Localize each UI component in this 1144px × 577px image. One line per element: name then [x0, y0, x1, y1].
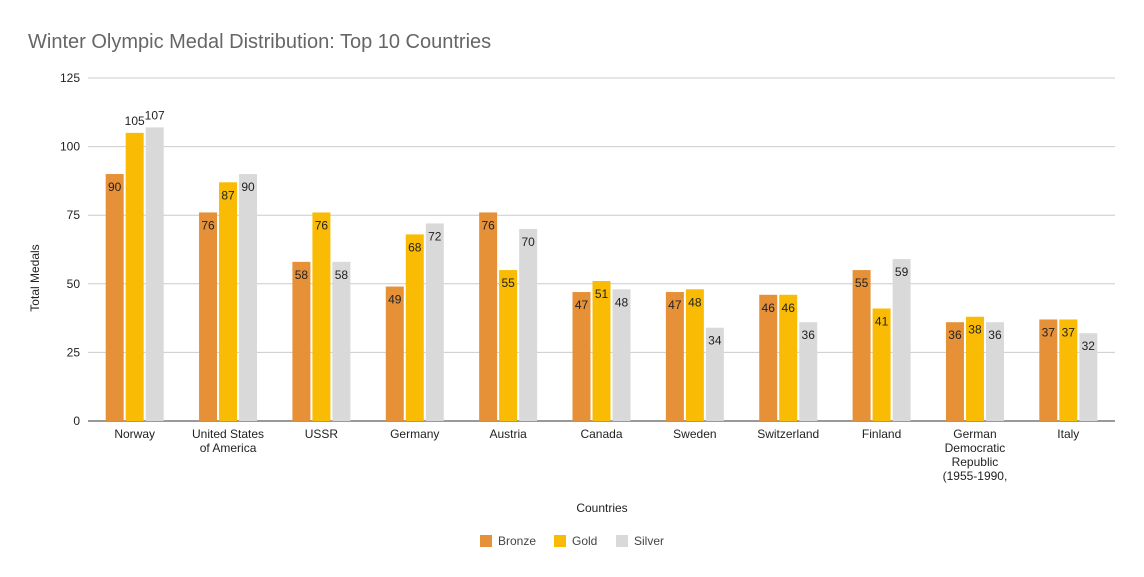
bar-silver	[519, 228, 538, 421]
data-label: 55	[855, 276, 869, 290]
bar-bronze	[199, 212, 218, 421]
data-label: 59	[895, 265, 909, 279]
data-label: 49	[388, 293, 402, 307]
x-tick-label: Canada	[580, 427, 622, 441]
bar-silver	[1079, 333, 1098, 421]
y-tick-label: 125	[60, 71, 80, 85]
data-label: 36	[802, 328, 816, 342]
x-tick-label: United States of America	[192, 427, 264, 455]
data-label: 37	[1042, 325, 1056, 339]
data-label: 90	[241, 180, 255, 194]
bar-gold	[685, 289, 704, 421]
bar-bronze	[1039, 319, 1058, 421]
data-labels: 90 105 107 76 87 90 58 76 58 49 68 72 76 55 70 47 51 48 47…	[108, 108, 1095, 353]
data-label: 90	[108, 180, 122, 194]
bar-gold	[592, 281, 611, 421]
legend-swatch	[554, 535, 566, 547]
data-label: 58	[335, 268, 349, 282]
data-label: 55	[501, 276, 515, 290]
bar-gold	[499, 270, 518, 421]
x-tick-label: Austria	[489, 427, 527, 441]
bar-silver	[705, 327, 724, 421]
data-label: 46	[762, 301, 776, 315]
bar-silver	[332, 261, 351, 421]
legend-label: Gold	[572, 534, 597, 548]
data-label: 32	[1082, 339, 1096, 353]
data-label: 37	[1062, 325, 1076, 339]
data-label: 76	[481, 218, 495, 232]
bar-gold	[125, 132, 144, 421]
legend-label: Silver	[634, 534, 664, 548]
data-label: 76	[315, 218, 329, 232]
bar-gold	[219, 182, 238, 421]
x-tick-label: Germany	[390, 427, 439, 441]
data-label: 72	[428, 229, 442, 243]
data-label: 34	[708, 334, 722, 348]
data-label: 87	[221, 188, 235, 202]
y-tick-label: 50	[67, 277, 81, 291]
data-label: 47	[668, 298, 682, 312]
y-tick-label: 75	[67, 208, 81, 222]
bar-silver	[145, 127, 164, 421]
data-label: 48	[688, 295, 702, 309]
data-label: 48	[615, 295, 629, 309]
x-tick-label: Italy	[1057, 427, 1079, 441]
bar-gold	[872, 308, 891, 421]
bar-gold	[779, 294, 798, 421]
data-label: 58	[295, 268, 309, 282]
bar-bronze	[292, 261, 311, 421]
data-label: 76	[201, 218, 215, 232]
x-tick-label: German Democratic Republic (1955-1990,	[943, 427, 1008, 483]
bar-gold	[965, 316, 984, 421]
data-label: 46	[782, 301, 796, 315]
data-label: 105	[125, 114, 145, 128]
y-axis-title: Total Medals	[28, 244, 42, 311]
data-label: 47	[575, 298, 589, 312]
y-tick-label: 100	[60, 140, 80, 154]
y-axis-ticks: 0 25 50 75 100 125	[60, 71, 80, 428]
bar-silver	[612, 289, 631, 421]
x-tick-label: Switzerland	[757, 427, 819, 441]
bar-silver	[985, 322, 1004, 421]
x-tick-label: USSR	[305, 427, 339, 441]
bar-gold	[405, 234, 424, 421]
data-label: 70	[521, 235, 535, 249]
y-tick-label: 25	[67, 345, 81, 359]
bar-bronze	[479, 212, 498, 421]
data-label: 51	[595, 287, 609, 301]
x-axis-ticks: Norway United States of America USSR Germany…	[114, 427, 1079, 483]
bar-gold	[312, 212, 331, 421]
bar-bronze	[665, 292, 684, 421]
chart-title: Winter Olympic Medal Distribution: Top 1…	[28, 31, 491, 53]
data-label: 38	[968, 323, 982, 337]
legend-swatch	[616, 535, 628, 547]
y-tick-label: 0	[73, 414, 80, 428]
bar-gold	[1059, 319, 1078, 421]
x-tick-label: Norway	[114, 427, 155, 441]
data-label: 41	[875, 314, 889, 328]
data-label: 68	[408, 240, 422, 254]
data-label: 36	[948, 328, 962, 342]
data-label: 107	[145, 108, 165, 122]
bar-bronze	[759, 294, 778, 421]
bar-bronze	[385, 286, 404, 421]
bar-bronze	[572, 292, 591, 421]
legend: Bronze Gold Silver	[480, 534, 664, 548]
bar-bronze	[105, 174, 124, 421]
bar-silver	[425, 223, 444, 421]
legend-swatch	[480, 535, 492, 547]
x-tick-label: Finland	[862, 427, 901, 441]
bar-bronze	[852, 270, 871, 421]
data-label: 36	[988, 328, 1002, 342]
legend-label: Bronze	[498, 534, 536, 548]
x-axis-title: Countries	[576, 501, 627, 515]
bar-silver	[799, 322, 818, 421]
bar-silver	[892, 259, 911, 421]
x-tick-label: Sweden	[673, 427, 716, 441]
bar-silver	[239, 174, 258, 421]
bars	[105, 127, 1098, 421]
bar-bronze	[945, 322, 964, 421]
